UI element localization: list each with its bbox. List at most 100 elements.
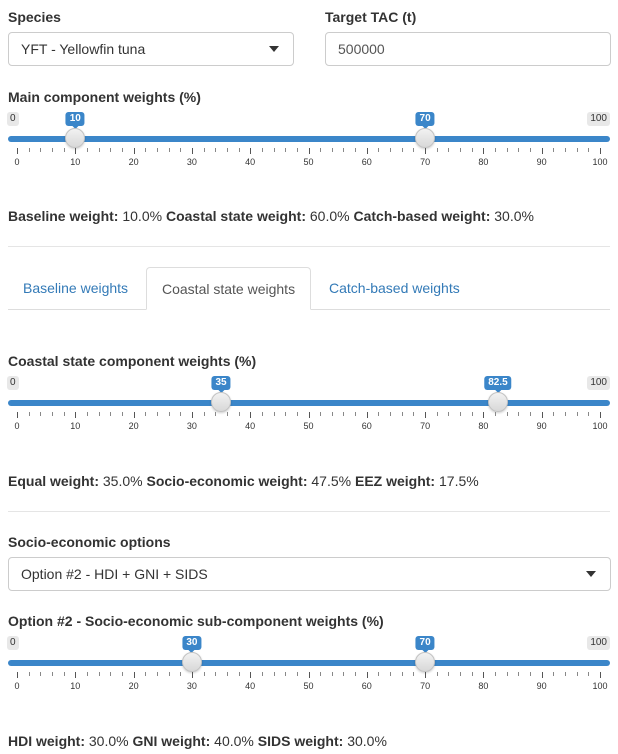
socio-weights-summary: HDI weight: 30.0% GNI weight: 40.0% SIDS… <box>8 733 387 749</box>
socio-weights-label: Option #2 - Socio-economic sub-component… <box>8 613 384 629</box>
gni-weight-value: 40.0% <box>214 733 254 749</box>
socio-weight-label: Socio-economic weight: <box>146 473 308 489</box>
slider-tick-label: 10 <box>70 681 81 691</box>
tab-baseline-weights[interactable]: Baseline weights <box>23 280 129 296</box>
slider-tick-label: 70 <box>420 421 431 431</box>
slider-minor-tick <box>285 148 287 152</box>
slider-tick-label: 20 <box>128 157 139 167</box>
main-weights-label: Main component weights (%) <box>8 89 201 105</box>
slider-minor-tick <box>530 148 532 152</box>
slider-track[interactable] <box>8 400 610 406</box>
tab-coastal-state-weights[interactable]: Coastal state weights <box>146 267 312 310</box>
slider-major-tick <box>366 412 368 418</box>
slider-to-handle[interactable] <box>487 392 508 412</box>
slider-major-tick <box>133 148 135 154</box>
slider-tick-label: 0 <box>14 421 20 431</box>
slider-minor-tick <box>390 412 392 416</box>
slider-major-tick <box>425 412 427 418</box>
slider-to-bubble: 70 <box>415 112 435 129</box>
slider-minor-tick <box>565 672 567 676</box>
slider-max-label: 100 <box>587 112 610 126</box>
divider <box>8 246 610 247</box>
slider-track[interactable] <box>8 660 610 666</box>
slider-minor-tick <box>518 148 520 152</box>
slider-tick-label: 30 <box>186 157 197 167</box>
tab-catch-based-weights[interactable]: Catch-based weights <box>329 280 460 296</box>
slider-major-tick <box>541 148 543 154</box>
slider-minor-tick <box>63 672 65 676</box>
slider-minor-tick <box>40 148 42 152</box>
slider-minor-tick <box>110 672 112 676</box>
slider-minor-tick <box>378 148 380 152</box>
slider-minor-tick <box>121 672 123 676</box>
slider-minor-tick <box>553 672 555 676</box>
slider-minor-tick <box>261 412 263 416</box>
slider-minor-tick <box>98 672 100 676</box>
slider-from-handle[interactable] <box>65 128 86 148</box>
slider-minor-tick <box>238 672 240 676</box>
species-select[interactable]: YFT - Yellowfin tuna <box>8 32 294 66</box>
coastal-weights-summary: Equal weight: 35.0% Socio-economic weigh… <box>8 473 479 489</box>
slider-track[interactable] <box>8 136 610 142</box>
slider-minor-tick <box>436 672 438 676</box>
slider-major-tick <box>366 148 368 154</box>
slider-minor-tick <box>110 148 112 152</box>
slider-major-tick <box>483 148 485 154</box>
slider-tick-label: 50 <box>303 681 314 691</box>
main-weights-summary: Baseline weight: 10.0% Coastal state wei… <box>8 208 534 224</box>
slider-minor-tick <box>285 412 287 416</box>
coastal-weights-slider[interactable]: 0 100 35 82.5 0 10 20 30 40 50 60 70 80 90 100 <box>0 376 618 438</box>
slider-minor-tick <box>168 412 170 416</box>
slider-minor-tick <box>413 148 415 152</box>
slider-minor-tick <box>495 412 497 416</box>
slider-minor-tick <box>51 672 53 676</box>
baseline-weight-label: Baseline weight: <box>8 208 119 224</box>
slider-minor-tick <box>296 412 298 416</box>
target-tac-label: Target TAC (t) <box>325 9 417 25</box>
slider-from-handle[interactable] <box>211 392 232 412</box>
slider-minor-tick <box>355 148 357 152</box>
slider-tick-label: 50 <box>303 421 314 431</box>
coastal-weight-value: 60.0% <box>309 208 350 224</box>
slider-min-label: 0 <box>7 636 19 650</box>
slider-minor-tick <box>40 672 42 676</box>
slider-minor-tick <box>238 148 240 152</box>
slider-to-bubble: 82.5 <box>484 376 512 393</box>
slider-tick-label: 0 <box>14 681 20 691</box>
slider-minor-tick <box>506 148 508 152</box>
socio-weights-slider[interactable]: 0 100 30 70 0 10 20 30 40 50 60 70 80 90 100 <box>0 636 618 698</box>
slider-minor-tick <box>471 412 473 416</box>
slider-minor-tick <box>156 412 158 416</box>
slider-minor-tick <box>215 412 217 416</box>
slider-minor-tick <box>331 148 333 152</box>
sids-weight-label: SIDS weight: <box>257 733 344 749</box>
slider-to-handle[interactable] <box>415 128 436 148</box>
slider-minor-tick <box>331 412 333 416</box>
coastal-weight-label: Coastal state weight: <box>165 208 306 224</box>
baseline-weight-value: 10.0% <box>122 208 163 224</box>
target-tac-input[interactable]: 500000 <box>325 32 611 66</box>
slider-major-tick <box>17 412 18 418</box>
slider-minor-tick <box>576 412 578 416</box>
slider-minor-tick <box>121 148 123 152</box>
slider-tick-label: 90 <box>536 421 547 431</box>
main-weights-slider[interactable]: 0 100 10 70 0 10 20 30 40 50 60 70 80 90 100 <box>0 112 618 174</box>
equal-weight-label: Equal weight: <box>8 473 99 489</box>
socio-options-select[interactable]: Option #2 - HDI + GNI + SIDS <box>8 557 611 591</box>
slider-tick-label: 90 <box>536 157 547 167</box>
slider-minor-tick <box>471 148 473 152</box>
slider-from-handle[interactable] <box>181 652 202 672</box>
slider-minor-tick <box>320 148 322 152</box>
slider-minor-tick <box>565 148 567 152</box>
slider-tick-label: 60 <box>361 421 372 431</box>
slider-minor-tick <box>203 148 205 152</box>
slider-tick-label: 40 <box>245 681 256 691</box>
slider-minor-tick <box>156 672 158 676</box>
slider-minor-tick <box>51 148 53 152</box>
slider-minor-tick <box>553 412 555 416</box>
slider-tick-label: 100 <box>592 157 608 167</box>
slider-major-tick <box>17 148 18 154</box>
slider-minor-tick <box>413 672 415 676</box>
slider-minor-tick <box>86 148 88 152</box>
slider-to-handle[interactable] <box>415 652 436 672</box>
